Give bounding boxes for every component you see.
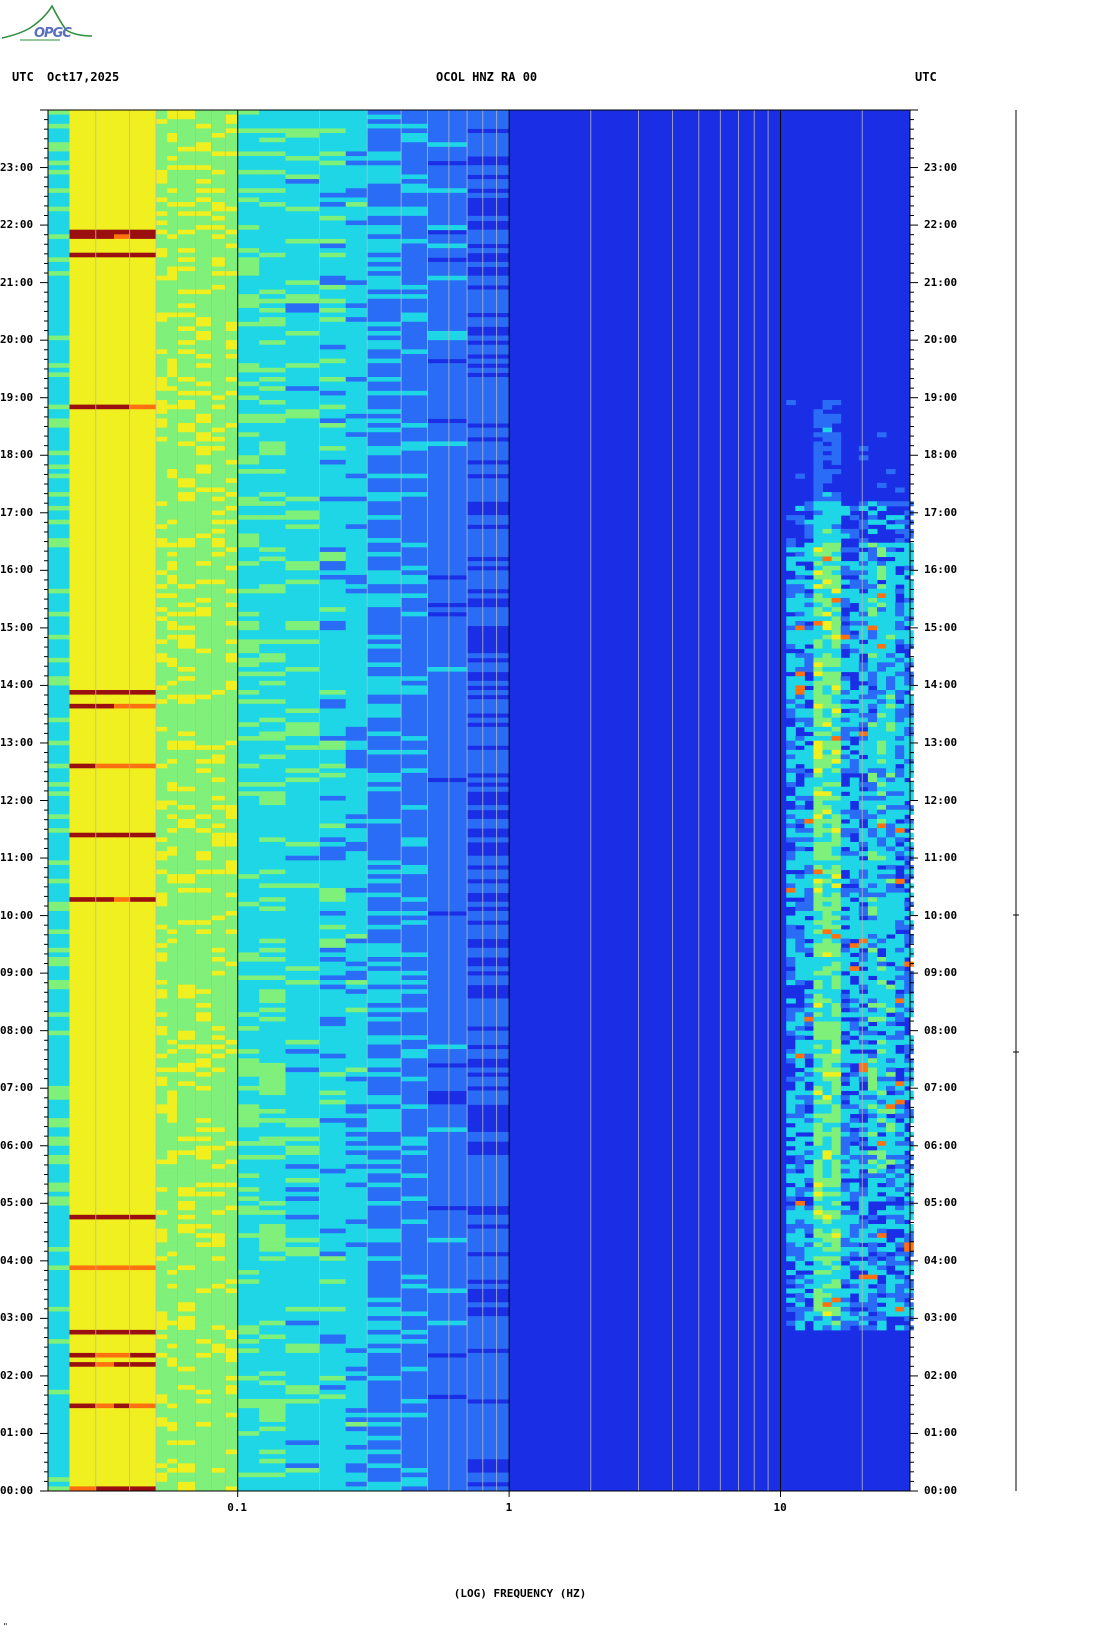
y-tick-label-right: 19:00 [924, 390, 958, 404]
y-tick-label-right: 21:00 [924, 275, 958, 289]
y-tick-label-right: 22:00 [924, 218, 958, 232]
y-tick-label-left: 15:00 [0, 620, 34, 634]
y-tick-label-right: 23:00 [924, 160, 958, 174]
y-tick-label-right: 04:00 [924, 1253, 958, 1267]
y-tick-label-left: 14:00 [0, 678, 34, 692]
y-tick-label-left: 20:00 [0, 333, 34, 347]
y-tick-label-left: 09:00 [0, 966, 34, 980]
y-tick-label-left: 01:00 [0, 1426, 34, 1440]
y-tick-label-left: 13:00 [0, 735, 34, 749]
y-tick-label-left: 07:00 [0, 1081, 34, 1095]
y-tick-label-right: 06:00 [924, 1138, 958, 1152]
y-tick-label-left: 04:00 [0, 1253, 34, 1267]
y-tick-label-right: 05:00 [924, 1196, 958, 1210]
y-tick-label-left: 12:00 [0, 793, 34, 807]
y-tick-label-right: 20:00 [924, 333, 958, 347]
header-right-utc: UTC [915, 70, 937, 84]
corner-mark: " [3, 1622, 8, 1631]
y-tick-label-left: 22:00 [0, 218, 34, 232]
y-tick-label-left: 18:00 [0, 448, 34, 462]
y-tick-label-left: 17:00 [0, 505, 34, 519]
y-tick-label-right: 11:00 [924, 851, 958, 865]
x-axis-label: (LOG) FREQUENCY (HZ) [453, 1587, 587, 1600]
y-tick-label-right: 01:00 [924, 1426, 958, 1440]
y-tick-label-right: 03:00 [924, 1311, 958, 1325]
x-tick-label: 1 [505, 1501, 513, 1514]
y-tick-label-left: 10:00 [0, 908, 34, 922]
y-tick-label-left: 06:00 [0, 1138, 34, 1152]
y-tick-label-right: 17:00 [924, 505, 958, 519]
x-tick-label: 10 [773, 1501, 787, 1514]
y-tick-label-right: 12:00 [924, 793, 958, 807]
x-tick-label: 0.1 [227, 1501, 248, 1514]
y-tick-label-right: 10:00 [924, 908, 958, 922]
y-tick-label-right: 15:00 [924, 620, 958, 634]
logo-text: OPGC [34, 26, 72, 41]
y-tick-label-right: 18:00 [924, 448, 958, 462]
y-tick-label-right: 02:00 [924, 1368, 958, 1382]
y-tick-label-right: 16:00 [924, 563, 958, 577]
opgc-logo: OPGC [0, 0, 95, 49]
y-tick-label-left: 21:00 [0, 275, 34, 289]
y-tick-label-right: 00:00 [924, 1484, 958, 1497]
header-left-utc: UTC [12, 70, 34, 84]
spectrogram-cells [48, 110, 914, 1492]
y-tick-label-left: 23:00 [0, 160, 34, 174]
y-tick-label-left: 00:00 [0, 1484, 34, 1497]
y-tick-label-left: 16:00 [0, 563, 34, 577]
y-tick-label-left: 05:00 [0, 1196, 34, 1210]
y-tick-label-right: 14:00 [924, 678, 958, 692]
header-date: Oct17,2025 [47, 70, 120, 84]
y-tick-label-left: 19:00 [0, 390, 34, 404]
y-tick-label-right: 13:00 [924, 735, 958, 749]
header-station: OCOL HNZ RA 00 [436, 70, 538, 84]
y-tick-label-right: 09:00 [924, 966, 958, 980]
y-tick-label-right: 07:00 [924, 1081, 958, 1095]
y-tick-label-left: 02:00 [0, 1368, 34, 1382]
y-tick-label-left: 03:00 [0, 1311, 34, 1325]
y-tick-label-right: 08:00 [924, 1023, 958, 1037]
y-tick-label-left: 08:00 [0, 1023, 34, 1037]
y-tick-label-left: 11:00 [0, 851, 34, 865]
